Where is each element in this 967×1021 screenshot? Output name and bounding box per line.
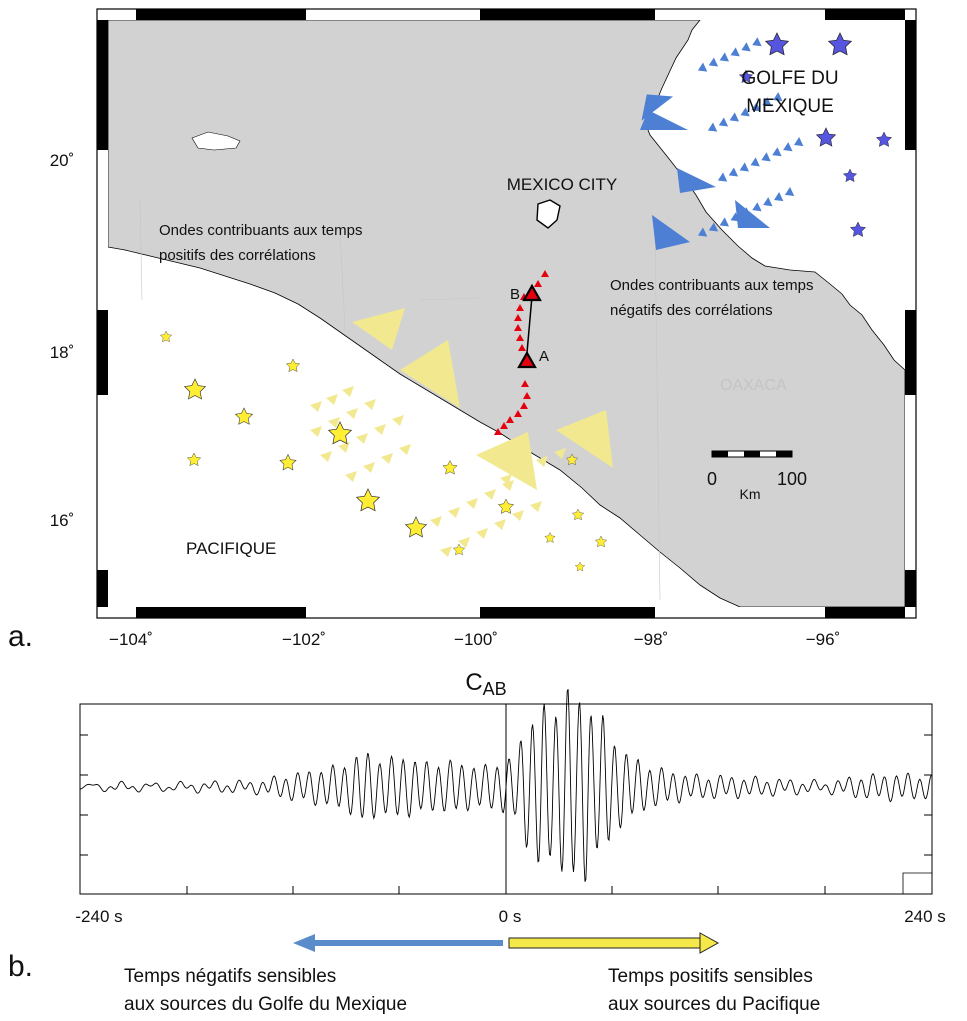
panel-a-label: a. [8, 620, 33, 653]
pacific-label: PACIFIQUE [186, 539, 276, 558]
negative-caption-line2: aux sources du Golfe du Mexique [124, 994, 407, 1015]
pacific-wave-arrows [310, 386, 566, 557]
chart-title: CAB [465, 669, 506, 699]
lat-tick-20: 20˚ [50, 151, 75, 170]
panel-b-label: b. [8, 950, 33, 983]
pacific-source-stars [159, 330, 608, 572]
mexico-city-label: MEXICO CITY [507, 175, 618, 194]
oaxaca-label: OAXACA [720, 377, 787, 394]
pacific-big-arrow [400, 340, 460, 408]
correlation-trace [79, 689, 933, 882]
gulf-label-line1: GOLFE DU [741, 68, 838, 89]
positive-note-line1: Ondes contribuants aux temps [159, 222, 362, 239]
lon-tick-102: −102˚ [282, 630, 326, 649]
scale-bar: 0 100 Km [707, 450, 807, 502]
station-b-label: B [510, 286, 520, 303]
negative-caption-line1: Temps négatifs sensibles [124, 966, 336, 987]
negative-note-line2: négatifs des corrélations [610, 302, 773, 319]
gulf-source-stars [738, 32, 893, 237]
gulf-big-arrow [652, 215, 690, 250]
pacific-big-arrow [476, 432, 537, 490]
lake-shape [191, 131, 241, 151]
lat-tick-18: 18˚ [50, 343, 75, 362]
scale-unit: Km [740, 486, 761, 502]
map-panel: GOLFE DU MEXIQUE MEXICO CITY Ondes contr… [8, 8, 917, 653]
correlation-panel: CAB -240 s 0 s 240 s Temps négatifs sens… [8, 669, 946, 1015]
lon-tick-98: −98˚ [634, 630, 669, 649]
positive-note-line2: positifs des corrélations [159, 247, 316, 264]
station-a-marker [517, 350, 537, 369]
negative-note-line1: Ondes contribuants aux temps [610, 277, 813, 294]
station-a-label: A [539, 348, 549, 365]
gulf-wave-arrows [697, 37, 804, 237]
scale-end: 100 [777, 469, 807, 489]
positive-caption-line1: Temps positifs sensibles [608, 966, 813, 987]
lon-tick-96: −96˚ [806, 630, 841, 649]
pacific-big-arrow [556, 410, 613, 468]
tick-right: 240 s [904, 907, 946, 926]
negative-arrow-head [293, 934, 315, 952]
y-ticks [80, 734, 932, 856]
lat-tick-16: 16˚ [50, 511, 75, 530]
station-triangles [494, 270, 549, 435]
land-mass [108, 20, 905, 607]
lon-tick-104: −104˚ [109, 630, 153, 649]
gulf-big-arrow [735, 200, 770, 228]
positive-arrow-head [699, 932, 720, 954]
gulf-label-line2: MEXIQUE [746, 96, 834, 117]
lon-tick-100: −100˚ [454, 630, 498, 649]
x-ticks [186, 886, 826, 894]
pacific-big-arrow [352, 308, 405, 350]
tick-left: -240 s [75, 907, 122, 926]
gulf-big-arrow [677, 168, 716, 193]
tick-center: 0 s [499, 907, 522, 926]
correlation-series-line [79, 689, 933, 882]
mexico-city-outline [536, 199, 561, 229]
positive-arrow-shaft [508, 937, 702, 949]
positive-caption-line2: aux sources du Pacifique [608, 994, 820, 1015]
scale-start: 0 [707, 469, 717, 489]
station-b-marker [522, 283, 542, 302]
